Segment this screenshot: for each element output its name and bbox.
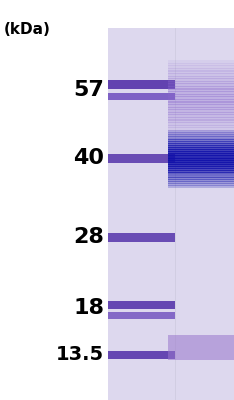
Bar — [168, 158, 234, 161]
Bar — [168, 86, 234, 90]
Bar — [168, 145, 234, 148]
Text: (kDa): (kDa) — [4, 22, 51, 37]
Bar — [168, 73, 234, 77]
Bar — [168, 60, 234, 64]
Bar — [168, 170, 234, 172]
Bar — [168, 168, 234, 171]
Bar — [168, 140, 234, 142]
Bar — [168, 91, 234, 95]
Bar — [168, 122, 234, 126]
Bar — [108, 351, 175, 359]
Bar — [168, 78, 234, 82]
Bar — [168, 99, 234, 102]
Bar — [108, 80, 175, 88]
Bar — [168, 178, 234, 180]
Bar — [168, 130, 234, 133]
Bar — [168, 101, 234, 105]
Bar — [168, 174, 234, 176]
Bar — [168, 125, 234, 128]
Bar — [168, 179, 234, 182]
Bar — [168, 172, 234, 174]
Bar — [168, 162, 234, 165]
Bar — [168, 185, 234, 188]
Bar — [168, 104, 234, 108]
Bar — [168, 132, 234, 135]
Bar — [168, 83, 234, 87]
Bar — [168, 114, 234, 118]
Bar — [168, 151, 234, 154]
Bar — [168, 141, 234, 144]
Bar — [168, 70, 234, 74]
Bar — [108, 232, 175, 242]
Bar — [168, 166, 234, 169]
Bar — [168, 65, 234, 69]
Bar — [168, 62, 234, 66]
Text: 28: 28 — [73, 227, 104, 247]
Bar — [168, 155, 234, 158]
Bar — [168, 164, 234, 167]
Text: 40: 40 — [73, 148, 104, 168]
Bar — [168, 335, 234, 360]
Bar — [168, 136, 234, 138]
Bar — [168, 138, 234, 140]
Bar — [168, 160, 234, 163]
Bar — [108, 92, 175, 100]
Bar — [168, 149, 234, 152]
Bar — [168, 183, 234, 186]
Bar — [108, 154, 175, 162]
Bar — [168, 76, 234, 79]
Bar — [168, 120, 234, 123]
Bar — [168, 117, 234, 121]
Bar — [168, 153, 234, 156]
Bar — [168, 143, 234, 146]
Bar — [168, 156, 234, 159]
Bar — [168, 96, 234, 100]
Bar — [168, 109, 234, 113]
Bar — [168, 68, 234, 72]
Bar — [168, 181, 234, 184]
Bar — [168, 106, 234, 110]
Bar — [108, 312, 175, 318]
Bar — [168, 88, 234, 92]
Bar — [168, 112, 234, 116]
Bar — [168, 127, 234, 131]
Text: 57: 57 — [73, 80, 104, 100]
Bar — [168, 130, 234, 134]
Bar — [168, 132, 234, 136]
Text: 13.5: 13.5 — [56, 346, 104, 364]
Bar — [168, 94, 234, 97]
Bar — [168, 147, 234, 150]
Bar — [168, 134, 234, 136]
Bar — [108, 301, 175, 309]
Bar — [108, 28, 234, 400]
Bar — [168, 176, 234, 178]
Bar — [0, 0, 108, 400]
Bar — [168, 135, 234, 139]
Bar — [168, 81, 234, 84]
Text: 18: 18 — [73, 298, 104, 318]
